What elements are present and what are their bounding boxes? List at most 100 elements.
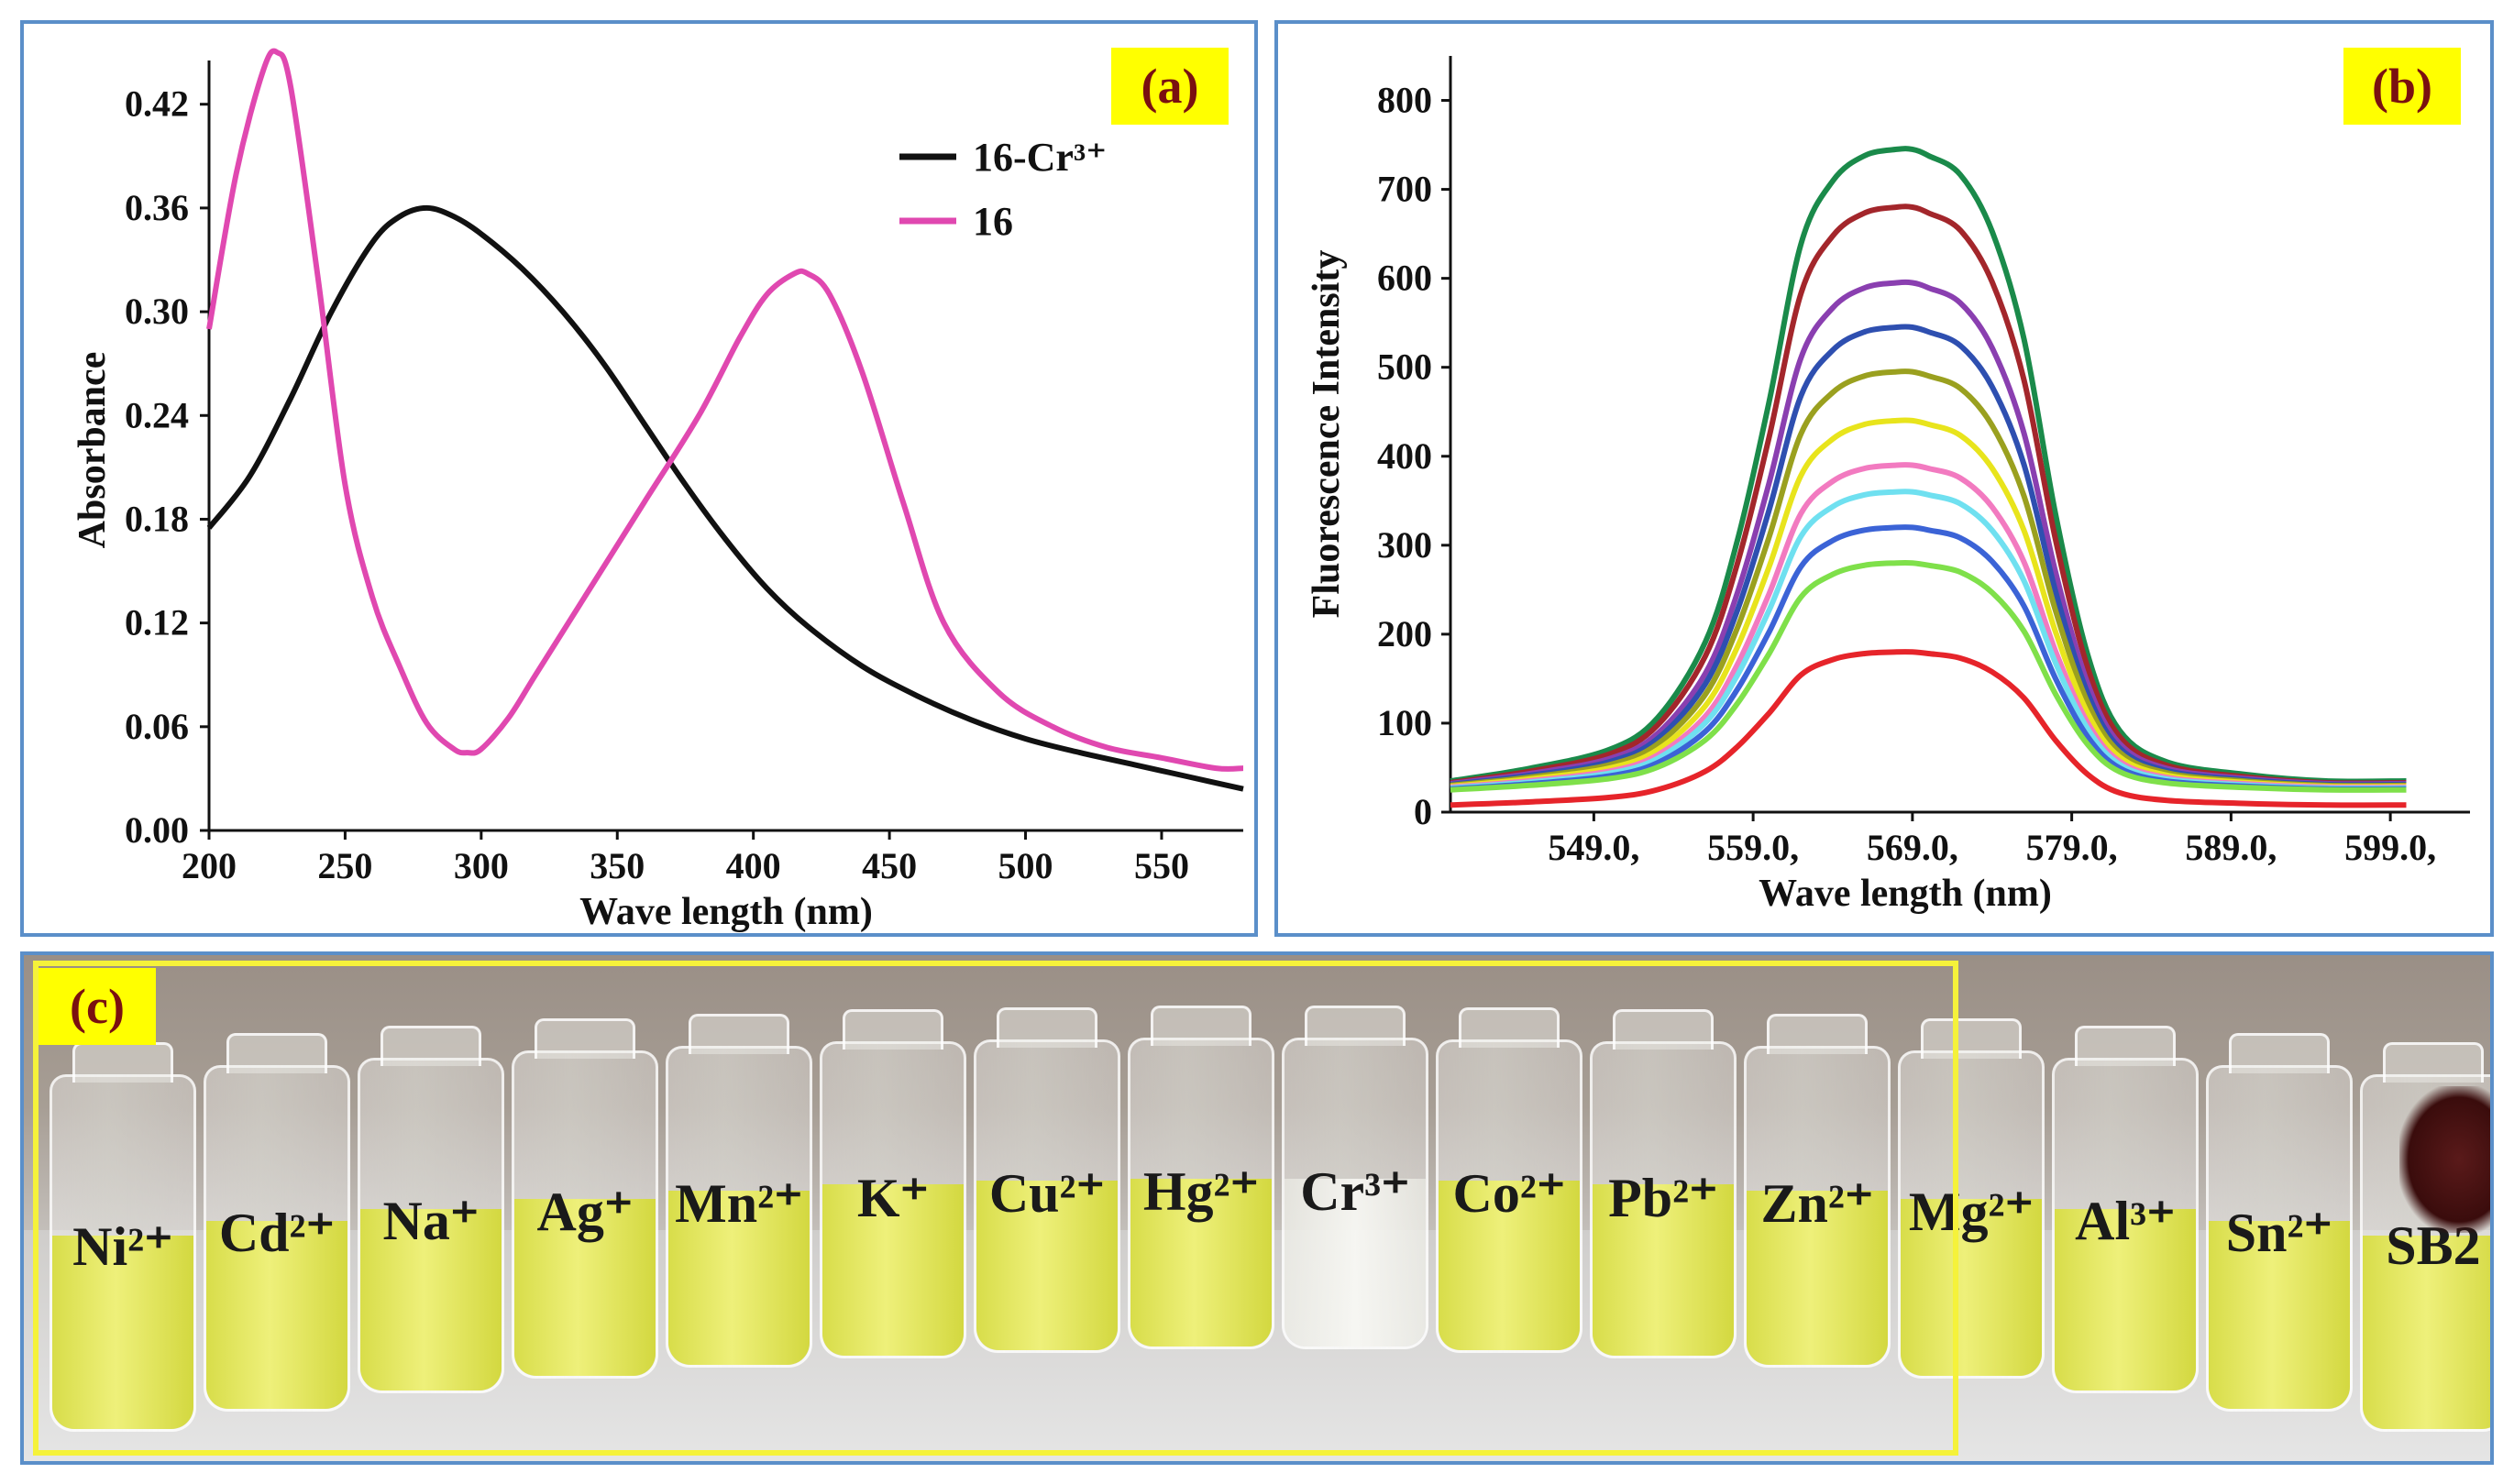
vial-label: Mn²⁺ [675, 1173, 803, 1235]
y-tick-label: 600 [1377, 258, 1432, 299]
x-tick-label: 300 [454, 845, 509, 886]
fluorescence-trace-7 [1450, 462, 2407, 791]
vial-solution [2055, 1208, 2196, 1391]
fluorescence-trace-1 [1450, 146, 2407, 785]
vial-label: Al³⁺ [2075, 1191, 2176, 1252]
vial-neck [2074, 1025, 2177, 1066]
series-line-1 [206, 204, 1244, 792]
x-tick-label: 550 [1134, 845, 1189, 886]
vial: SB2 [2360, 1042, 2490, 1432]
y-axis-label: Fluorescence Intensity [1306, 250, 1348, 619]
vial-neck [1612, 1009, 1715, 1050]
vial-label: Cd²⁺ [218, 1203, 336, 1264]
vial-solution [1285, 1178, 1426, 1347]
vial-solution [1747, 1190, 1888, 1365]
x-axis-label: Wave length (nm) [579, 891, 873, 933]
x-tick-label: 569.0, [1867, 827, 1958, 868]
x-tick-label: 450 [862, 845, 917, 886]
y-tick-label: 0.24 [125, 394, 189, 435]
vial-neck [534, 1018, 636, 1060]
vial-label: Cu²⁺ [988, 1163, 1106, 1225]
y-tick-label: 0.12 [125, 602, 189, 643]
fluorescence-trace-10 [1450, 559, 2407, 793]
vial-solution [514, 1198, 656, 1377]
vial-solution [2363, 1235, 2490, 1429]
vial: Ni²⁺ [50, 1042, 196, 1432]
vial-neck [1458, 1006, 1560, 1048]
x-tick-label: 559.0, [1707, 827, 1799, 868]
vial-neck [2382, 1042, 2485, 1083]
fluorescence-trace-8 [1450, 489, 2407, 792]
y-tick-label: 700 [1377, 169, 1432, 210]
vial-solution [2209, 1221, 2350, 1409]
vial-label: Hg²⁺ [1142, 1161, 1260, 1223]
vial-neck [1150, 1006, 1252, 1047]
vial-solution [1130, 1178, 1272, 1347]
x-tick-label: 200 [182, 845, 237, 886]
y-tick-label: 0.36 [125, 187, 189, 228]
vial-neck [1304, 1006, 1406, 1047]
vial: Cr³⁺ [1282, 1006, 1428, 1350]
vial-solution [668, 1190, 810, 1365]
vial-label: Mg²⁺ [1908, 1181, 2034, 1242]
panel-a: 200 250 300 350 400 450 500 550 0.00 0.06 0.12 0.18… [20, 20, 1258, 937]
panel-b: 549.0, 559.0, 569.0, 579.0, 589.0, 599.0, 0 100… [1274, 20, 2494, 937]
vial: Cd²⁺ [204, 1033, 350, 1412]
vial: K⁺ [820, 1009, 966, 1358]
vial-neck [226, 1033, 328, 1074]
vial-label: Cr³⁺ [1300, 1161, 1410, 1223]
vial: Ag⁺ [512, 1018, 658, 1380]
y-tick-label: 400 [1377, 435, 1432, 477]
x-tick-label: 400 [726, 845, 781, 886]
vial-solution [360, 1208, 502, 1391]
vial-solution [1901, 1198, 2042, 1377]
vial-solution [822, 1184, 964, 1356]
vial: Cu²⁺ [974, 1006, 1120, 1353]
vial-neck [842, 1009, 944, 1050]
y-tick-label: 0.18 [125, 498, 189, 539]
y-tick-label: 200 [1377, 613, 1432, 654]
vial-neck [1920, 1018, 2023, 1060]
fluorescence-trace-11 [1450, 649, 2407, 808]
vial: Al³⁺ [2052, 1025, 2199, 1394]
x-tick-label: 549.0, [1548, 827, 1639, 868]
y-tick-label: 800 [1377, 80, 1432, 121]
series-line-2 [206, 48, 1244, 772]
vial-solution [52, 1235, 193, 1429]
vial: Sn²⁺ [2206, 1033, 2353, 1412]
vial-label: Co²⁺ [1452, 1163, 1566, 1225]
vial-solution [1593, 1184, 1734, 1356]
x-tick-label: 500 [998, 845, 1053, 886]
y-tick-label: 300 [1377, 524, 1432, 566]
y-tick-label: 100 [1377, 702, 1432, 743]
vial: Pb²⁺ [1590, 1009, 1737, 1358]
fluorescence-trace-6 [1450, 417, 2407, 790]
vial-label: K⁺ [856, 1167, 930, 1228]
vial: Mn²⁺ [666, 1013, 812, 1368]
vial-label: Na⁺ [382, 1191, 480, 1252]
legend-label: 16-Cr³⁺ [973, 135, 1107, 180]
absorbance-chart: 200 250 300 350 400 450 500 550 0.00 0.06 0.12 0.18… [72, 48, 1244, 933]
y-tick-label: 0.30 [125, 291, 189, 332]
vial-label: Ag⁺ [536, 1181, 634, 1242]
vial-neck [996, 1006, 1098, 1048]
vial-label: Pb²⁺ [1608, 1167, 1718, 1228]
panel-b-tag: (b) [2343, 48, 2461, 125]
vial: Hg²⁺ [1128, 1006, 1274, 1350]
y-tick-label: 0.42 [125, 83, 189, 125]
vial-solution [1439, 1180, 1580, 1350]
panel-a-tag: (a) [1111, 48, 1229, 125]
vial-label: Sn²⁺ [2225, 1203, 2333, 1264]
panel-c-photo: Ni²⁺ Cd²⁺ Na⁺ Ag⁺ Mn²⁺ K⁺ Cu²⁺ Hg²⁺ Cr³⁺ Co²⁺ Pb²⁺… [20, 951, 2494, 1465]
vial: Mg²⁺ [1898, 1018, 2045, 1380]
vial-neck [1766, 1013, 1869, 1054]
y-tick-label: 0.00 [125, 809, 189, 851]
vial-neck [380, 1025, 482, 1066]
vial-label: Ni²⁺ [72, 1216, 173, 1277]
y-tick-label: 500 [1377, 346, 1432, 388]
panel-c-tag: (c) [39, 968, 156, 1045]
vial: Zn²⁺ [1744, 1013, 1891, 1368]
x-tick-label: 579.0, [2026, 827, 2118, 868]
vial-solution [206, 1221, 347, 1409]
highlight-box [33, 961, 1958, 1456]
